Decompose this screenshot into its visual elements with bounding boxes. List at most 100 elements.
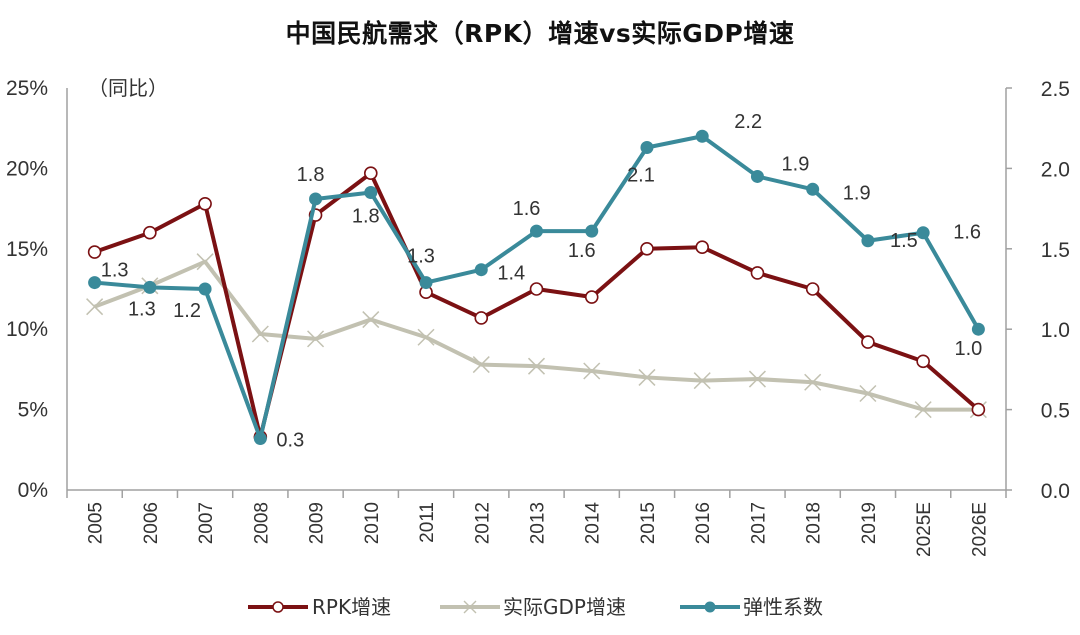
x-tick-label: 2026E — [969, 502, 990, 557]
data-label: 1.3 — [101, 260, 129, 282]
data-point — [971, 402, 986, 417]
x-tick-label: 2017 — [748, 502, 769, 544]
data-point — [251, 325, 269, 343]
x-tick-label: 2011 — [417, 502, 438, 543]
y-left-tick-label: 15% — [6, 238, 48, 261]
x-tick-label: 2008 — [251, 502, 272, 544]
legend-label: 弹性系数 — [743, 595, 823, 619]
legend-item-gdp: 实际GDP增速 — [440, 595, 626, 619]
data-point — [585, 224, 599, 238]
data-label: 1.2 — [173, 300, 201, 322]
chart-title: 中国民航需求（RPK）增速vs实际GDP增速 — [285, 19, 795, 48]
legend: RPK增速 实际GDP增速 弹性系数 — [248, 595, 823, 619]
data-point — [693, 372, 711, 390]
x-tick-label: 2018 — [804, 502, 825, 544]
data-label: 2.2 — [734, 111, 762, 133]
data-point — [198, 282, 212, 296]
x-tick-label: 2014 — [583, 502, 604, 545]
data-point — [196, 253, 214, 271]
x-tick-label: 2007 — [196, 502, 217, 544]
legend-item-elasticity: 弹性系数 — [680, 595, 823, 619]
data-point — [474, 311, 489, 325]
x-marker-stroke — [196, 253, 214, 271]
data-point — [584, 290, 599, 304]
data-point — [748, 370, 766, 388]
data-label: 1.6 — [953, 222, 981, 244]
data-point — [363, 166, 378, 181]
x-marker-stroke — [804, 373, 822, 391]
data-label: 1.8 — [352, 206, 380, 228]
data-point — [307, 330, 325, 348]
legend-marker — [272, 601, 284, 613]
data-point — [309, 192, 323, 206]
data-point — [859, 384, 877, 403]
x-tick-label: 2019 — [859, 502, 880, 544]
data-point — [805, 282, 820, 296]
x-tick-label: 2012 — [472, 502, 493, 544]
y-right-tick-label: 0.5 — [1041, 400, 1070, 423]
data-point — [804, 373, 822, 391]
x-tick-label: 2010 — [362, 502, 383, 544]
data-point — [638, 368, 656, 386]
data-point — [86, 298, 104, 316]
x-marker-stroke — [859, 384, 877, 403]
data-point — [198, 196, 212, 211]
series-elasticity — [88, 129, 985, 446]
x-marker-stroke — [693, 372, 711, 390]
x-marker-stroke — [86, 298, 104, 316]
data-label: 1.4 — [497, 263, 525, 285]
y-right-tick-label: 2.5 — [1041, 78, 1070, 101]
series-rpk — [87, 166, 986, 444]
x-marker-stroke — [583, 362, 601, 380]
data-label: 2.1 — [627, 164, 655, 186]
series-gdp — [86, 253, 987, 419]
data-point — [530, 224, 543, 238]
x-marker-stroke — [307, 330, 325, 348]
x-marker-stroke — [914, 401, 932, 419]
y-unit-note: （同比） — [88, 76, 168, 100]
data-point — [695, 129, 709, 143]
data-point — [253, 432, 267, 446]
data-point — [861, 234, 875, 248]
y-left-tick-label: 5% — [18, 399, 48, 422]
data-point — [861, 335, 875, 349]
y-right-tick-label: 0.0 — [1041, 480, 1070, 503]
y-right-tick-label: 1.5 — [1041, 239, 1070, 262]
data-label: 1.9 — [782, 153, 810, 175]
data-point — [971, 322, 985, 336]
data-point — [914, 401, 932, 419]
legend-marker — [463, 600, 477, 614]
data-point — [750, 169, 764, 183]
x-tick-label: 2025E — [914, 502, 935, 557]
x-marker-stroke — [527, 357, 546, 375]
data-point — [472, 356, 490, 374]
data-point — [640, 242, 654, 256]
y-left-tick-label: 25% — [6, 77, 48, 100]
y-left-tick-label: 10% — [6, 318, 48, 341]
data-point — [583, 362, 601, 380]
data-point — [88, 276, 102, 290]
data-point — [419, 276, 433, 290]
data-point — [143, 280, 157, 294]
data-point — [143, 225, 157, 240]
y-left-tick-label: 0% — [18, 479, 48, 502]
y-right-tick-label: 2.0 — [1041, 158, 1070, 181]
data-point — [916, 354, 930, 369]
x-tick-label: 2006 — [141, 502, 162, 544]
data-point — [806, 182, 820, 196]
data-label: 1.8 — [297, 164, 325, 186]
data-point — [364, 186, 378, 200]
data-label: 1.3 — [407, 246, 435, 268]
x-tick-label: 2016 — [693, 502, 714, 544]
data-label: 1.3 — [128, 298, 156, 320]
x-tick-label: 2013 — [528, 502, 549, 544]
data-point — [695, 240, 710, 254]
data-point — [640, 140, 654, 154]
x-marker-stroke — [362, 311, 380, 329]
data-label: 0.3 — [276, 430, 304, 452]
axes: 0% 5% 10% 15% 20% 25% 0.0 0.5 1.0 1.5 2.0 2.5 2005 20… — [6, 76, 1070, 557]
x-marker-stroke — [638, 368, 656, 386]
x-tick-label: 2005 — [86, 502, 107, 544]
legend-marker — [704, 601, 716, 613]
